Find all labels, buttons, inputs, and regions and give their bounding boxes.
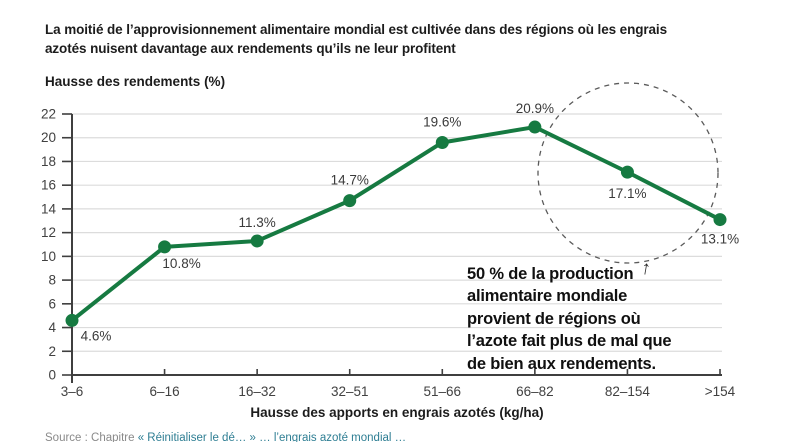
y-tick-label: 16 [41, 178, 56, 193]
data-point [250, 234, 264, 248]
x-tick-label: 82–154 [605, 384, 651, 399]
y-tick-label: 10 [41, 249, 56, 264]
y-tick-label: 4 [48, 320, 56, 335]
data-point [435, 135, 449, 149]
data-point [65, 313, 79, 327]
data-point [713, 213, 727, 227]
source-prefix: Source : Chapitre [45, 432, 138, 442]
y-axis-title: Hausse des rendements (%) [45, 74, 226, 89]
annotation-line-5: de bien aux rendements. [467, 354, 656, 373]
annotation-line-1: 50 % de la production [467, 265, 634, 283]
annotation-line-3: provient de régions où [467, 309, 641, 328]
y-tick-label: 18 [41, 154, 56, 169]
x-tick-label: 51–66 [424, 384, 462, 399]
chart-title: La moitié de l’approvisionnement aliment… [45, 20, 705, 58]
annotation-line-2: alimentaire mondiale [467, 287, 628, 306]
y-tick-label: 22 [41, 107, 56, 122]
y-tick-label: 20 [41, 130, 56, 145]
highlight-circle [537, 82, 719, 264]
data-point-label: 10.8% [162, 256, 200, 271]
y-tick-label: 8 [48, 273, 56, 288]
data-point-label: 11.3% [239, 215, 276, 230]
x-tick-label: >154 [705, 384, 736, 399]
x-axis-title: Hausse des apports en engrais azotés (kg… [250, 405, 544, 420]
source-reference: « Réinitialiser le dé… » … l’engrais azo… [137, 432, 407, 442]
chart-title-line-1: La moitié de l’approvisionnement aliment… [45, 22, 667, 37]
y-tick-label: 6 [48, 296, 56, 311]
chart-title-line-2: azotés nuisent davantage aux rendements … [45, 41, 456, 56]
annotation-line-4: l’azote fait plus de mal que [467, 332, 672, 351]
x-tick-label: 66–82 [516, 384, 554, 399]
data-point-label: 20.9% [516, 101, 554, 116]
y-tick-label: 2 [48, 344, 56, 359]
data-point [620, 165, 634, 179]
data-point-label: 14.7% [331, 173, 369, 188]
data-point-label: 19.6% [423, 114, 461, 129]
x-tick-label: 6–16 [150, 384, 180, 399]
data-point [528, 120, 542, 134]
data-point-label: 13.1% [701, 232, 739, 247]
data-point-label: 4.6% [81, 328, 112, 343]
chart-line [70, 125, 722, 323]
y-tick-label: 14 [41, 201, 57, 216]
x-tick-label: 16–32 [238, 384, 276, 399]
data-point-label: 17.1% [608, 186, 646, 201]
annotation-text: 50 % de la production alimentaire mondia… [467, 263, 717, 375]
data-point [158, 240, 172, 254]
y-tick-label: 12 [41, 225, 56, 240]
x-tick-label: 3–6 [61, 384, 84, 399]
data-point [343, 194, 357, 208]
x-tick-label: 32–51 [331, 384, 369, 399]
source-line: Source : Chapitre « Réinitialiser le dé…… [45, 432, 406, 442]
y-tick-label: 0 [48, 368, 56, 383]
